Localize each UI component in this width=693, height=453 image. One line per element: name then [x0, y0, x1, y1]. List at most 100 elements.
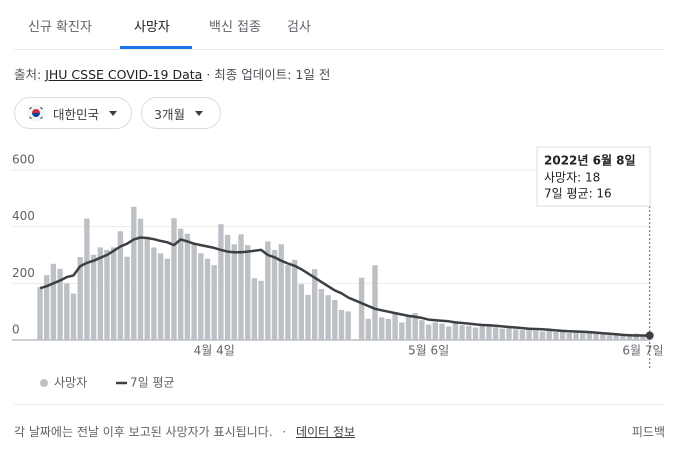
footer-note-line: 각 날짜에는 전날 이후 보고된 사망자가 표시됩니다. · 데이터 정보: [14, 423, 355, 440]
bar: [338, 309, 345, 340]
bar: [580, 333, 586, 340]
bar: [298, 284, 304, 340]
country-label: 대한민국: [53, 106, 100, 122]
y-tick-label: 200: [12, 266, 35, 280]
range-dropdown[interactable]: 3개월: [141, 97, 221, 129]
bar: [432, 322, 438, 340]
bar: [513, 329, 519, 340]
y-tick-label: 0: [12, 323, 20, 337]
bar: [77, 256, 83, 340]
bar: [171, 218, 177, 340]
bar: [64, 283, 70, 340]
bar: [258, 280, 264, 340]
bar: [90, 254, 97, 340]
bar: [57, 268, 63, 340]
tab[interactable]: 신규 확진자: [28, 20, 92, 35]
bar: [479, 324, 485, 340]
bar: [499, 328, 505, 340]
bar: [539, 331, 546, 340]
bar: [419, 320, 425, 340]
country-dropdown[interactable]: 대한민국: [14, 97, 132, 129]
bar: [285, 265, 291, 340]
bar: [559, 331, 566, 340]
bar: [97, 247, 103, 340]
legend-label: 사망자: [54, 376, 87, 390]
bar: [620, 334, 626, 340]
bar: [412, 313, 418, 340]
bar: [459, 325, 465, 340]
bar: [325, 295, 331, 340]
bar: [164, 258, 170, 340]
tab[interactable]: 검사: [287, 20, 311, 35]
data-info-link[interactable]: 데이터 정보: [296, 425, 356, 439]
bar: [251, 278, 258, 340]
bar: [600, 334, 606, 340]
range-label: 3개월: [154, 106, 185, 122]
bar: [506, 328, 512, 340]
x-tick-label: 4월 4일: [194, 344, 235, 358]
feedback-link[interactable]: 피드백: [631, 425, 665, 439]
bar: [392, 313, 398, 340]
source-link[interactable]: JHU CSSE COVID-19 Data: [45, 67, 203, 82]
y-tick-label: 600: [12, 153, 35, 167]
bar: [399, 322, 405, 340]
bar: [305, 294, 311, 340]
bar: [111, 247, 117, 340]
bar: [204, 258, 211, 340]
bar: [533, 330, 539, 340]
bar: [553, 332, 559, 340]
bar: [191, 243, 197, 340]
bar: [606, 335, 613, 340]
divider: [14, 404, 665, 405]
bar: [224, 234, 231, 340]
bar: [265, 241, 271, 340]
bar: [405, 315, 412, 340]
bar: [278, 244, 284, 340]
bar: [84, 218, 90, 340]
bar: [131, 206, 137, 340]
bar: [446, 326, 452, 340]
tab[interactable]: 사망자: [134, 20, 170, 35]
source-prefix: 출처:: [14, 67, 42, 82]
bar: [318, 289, 325, 340]
bar: [312, 269, 318, 340]
bar: [365, 318, 371, 340]
x-tick-label: 6월 7일: [622, 344, 663, 358]
flag-icon: [27, 104, 45, 122]
bar: [345, 311, 351, 340]
bar: [44, 275, 50, 340]
tooltip-line: 사망자: 18: [544, 171, 600, 185]
separator: ·: [282, 425, 287, 439]
tooltip-line: 7일 평균: 16: [544, 187, 612, 201]
bar: [144, 238, 150, 340]
chart: 0 200 400 600 4월 4일 5월 6일 6월 7일 2022년 6월 8일사망자:…: [12, 146, 664, 390]
bar: [526, 327, 532, 340]
bar: [385, 319, 392, 340]
bar: [211, 265, 217, 340]
bar: [492, 327, 499, 340]
hover-dot: [645, 331, 654, 340]
bar: [358, 277, 365, 340]
bar: [245, 245, 251, 340]
tab[interactable]: 백신 접종: [209, 20, 261, 35]
bar: [472, 327, 479, 340]
average-line: [39, 236, 650, 337]
bar: [104, 249, 110, 340]
bar: [291, 259, 298, 340]
bar: [593, 333, 599, 340]
bar: [184, 233, 191, 340]
bar: [151, 247, 157, 340]
legend-swatch: [40, 379, 48, 387]
bar: [332, 300, 338, 340]
footer-note: 각 날짜에는 전날 이후 보고된 사망자가 표시됩니다.: [14, 425, 273, 439]
updated: · 최종 업데이트: 1일 전: [206, 67, 331, 82]
bar: [157, 253, 164, 340]
bar: [231, 244, 237, 340]
y-tick-label: 400: [12, 209, 35, 223]
bar: [439, 323, 445, 340]
bar: [379, 317, 385, 340]
bar: [425, 324, 432, 340]
bar: [613, 334, 619, 340]
bar: [626, 335, 633, 340]
